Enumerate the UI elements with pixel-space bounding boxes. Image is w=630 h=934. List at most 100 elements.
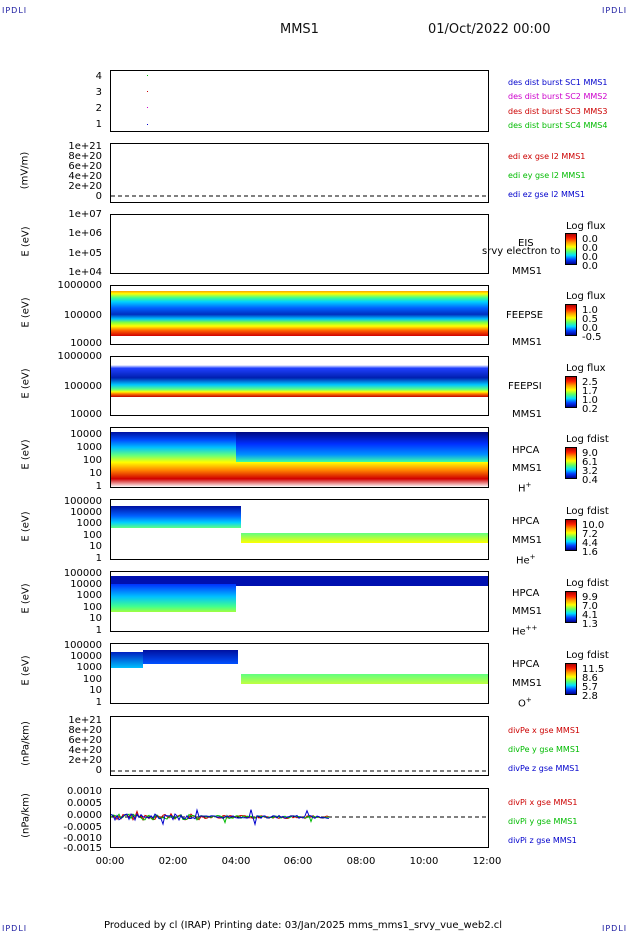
instrument-label: HPCA [512, 516, 540, 527]
colorbar [565, 233, 577, 265]
colorbar [565, 591, 577, 623]
ytick: 1 [95, 119, 102, 130]
spectrogram-feepse [111, 291, 488, 336]
ytick: 0 [95, 191, 102, 202]
ytick: 10000 [70, 409, 102, 420]
ytick: 8e+20 [68, 725, 102, 736]
panel-hpca-he2 [110, 571, 489, 632]
instrument-label: EIS [518, 238, 534, 249]
legend-entry: divPe x gse MMS1 [508, 726, 580, 735]
ytick: 1000 [76, 590, 102, 601]
xtick: 10:00 [409, 856, 439, 867]
legend-entry: edi ex gse l2 MMS1 [508, 152, 586, 161]
colorbar-value: 7.0 [582, 601, 598, 612]
ytick: 1000000 [57, 351, 102, 362]
footer-text: Produced by cl (IRAP) Printing date: 03/… [104, 920, 503, 931]
spectrogram-hpca-he2-top [111, 576, 488, 586]
colorbar-value: -0.5 [582, 332, 602, 343]
header-spacecraft: MMS1 [280, 22, 319, 37]
legend-entry: des dist burst SC4 MMS4 [508, 121, 608, 130]
xtick: 06:00 [283, 856, 313, 867]
colorbar-value: 0.2 [582, 404, 598, 415]
xtick: 00:00 [95, 856, 125, 867]
ytick: 6e+20 [68, 161, 102, 172]
spectrogram-feepsi [111, 365, 488, 397]
ytick: 1e+04 [68, 267, 102, 278]
panel-divpi [110, 788, 489, 848]
colorbar [565, 376, 577, 408]
spacecraft-label: MMS1 [512, 266, 542, 277]
ytick: 1e+07 [68, 209, 102, 220]
colorbar-value: 1.6 [582, 547, 598, 558]
colorbar-value: 10.0 [582, 520, 605, 531]
colorbar-value: 1.3 [582, 619, 598, 630]
colorbar [565, 447, 577, 479]
panel-eis [110, 214, 489, 274]
ytick: 100000 [63, 640, 102, 651]
spectrogram-hpca-o-band [241, 674, 488, 684]
ytick: 100000 [63, 496, 102, 507]
panel-feepse [110, 285, 489, 345]
spacecraft-label: MMS1 [512, 678, 542, 689]
panel-edi-e-plot [111, 195, 488, 197]
instrument-label: HPCA [512, 588, 540, 599]
ytick: 1e+06 [68, 228, 102, 239]
panel-hpca-he [110, 499, 489, 560]
colorbar [565, 663, 577, 695]
colorbar-value: 1.7 [582, 386, 598, 397]
ytick: 3 [95, 87, 102, 98]
colorbar-value: 0.0 [582, 323, 598, 334]
spectrogram-hpca-he-early [111, 506, 241, 528]
colorbar-title: Log flux [566, 291, 606, 302]
colorbar-title: Log flux [566, 363, 606, 374]
instrument-label: FEEPSE [506, 310, 544, 321]
colorbar-value: 9.0 [582, 448, 598, 459]
ytick: 10 [89, 613, 102, 624]
colorbar-value: 1.0 [582, 395, 598, 406]
ytick: 1000 [76, 518, 102, 529]
panel-divpi-plot [111, 808, 488, 827]
spacecraft-label: MMS1 [512, 535, 542, 546]
colorbar-value: 3.2 [582, 466, 598, 477]
spacecraft-label: MMS1 [512, 409, 542, 420]
corner-label-bottom-left: IPDLI [2, 924, 28, 933]
panel-edi-e [110, 143, 489, 203]
ytick: 100000 [63, 568, 102, 579]
corner-label-top-left: IPDLI [2, 6, 28, 15]
colorbar-value: 2.5 [582, 377, 598, 388]
ytick: 100 [82, 674, 102, 685]
corner-label-bottom-right: IPDLI [602, 924, 628, 933]
ytick: 100 [82, 530, 102, 541]
colorbar-value: 0.0 [582, 234, 598, 245]
spectrogram-hpca-o-early [143, 650, 238, 664]
panel-divpe [110, 716, 489, 776]
legend-entry: des dist burst SC3 MMS3 [508, 107, 608, 116]
ytick: 0.0010 [67, 786, 102, 797]
legend-entry: divPi y gse MMS1 [508, 817, 578, 826]
ytick: 0.0000 [67, 810, 102, 821]
legend-entry: des dist burst SC1 MMS1 [508, 78, 608, 87]
panel-des-dist-burst [110, 70, 489, 132]
species-label: O+ [518, 696, 532, 710]
colorbar-value: 2.8 [582, 691, 598, 702]
ytick: 10000 [70, 429, 102, 440]
colorbar-title: Log fdist [566, 650, 609, 661]
ytick: 8e+20 [68, 151, 102, 162]
instrument-label: HPCA [512, 445, 540, 456]
burst-mark-mms2 [147, 107, 148, 108]
ytick: 100 [82, 455, 102, 466]
ytick: 10 [89, 541, 102, 552]
ytick: 2e+20 [68, 755, 102, 766]
instrument-label: FEEPSI [508, 381, 542, 392]
spacecraft-label: MMS1 [512, 337, 542, 348]
divpi-series-line [111, 808, 330, 827]
ytick: 4e+20 [68, 745, 102, 756]
species-label: H+ [518, 481, 532, 495]
ytick: 1000 [76, 442, 102, 453]
ytick: 10000 [70, 579, 102, 590]
xtick: 04:00 [221, 856, 251, 867]
ytick: 0.0005 [67, 798, 102, 809]
ytick: -0.0005 [63, 822, 102, 833]
overlay-label: srvy electron to [482, 246, 561, 257]
species-label: He++ [512, 624, 538, 638]
